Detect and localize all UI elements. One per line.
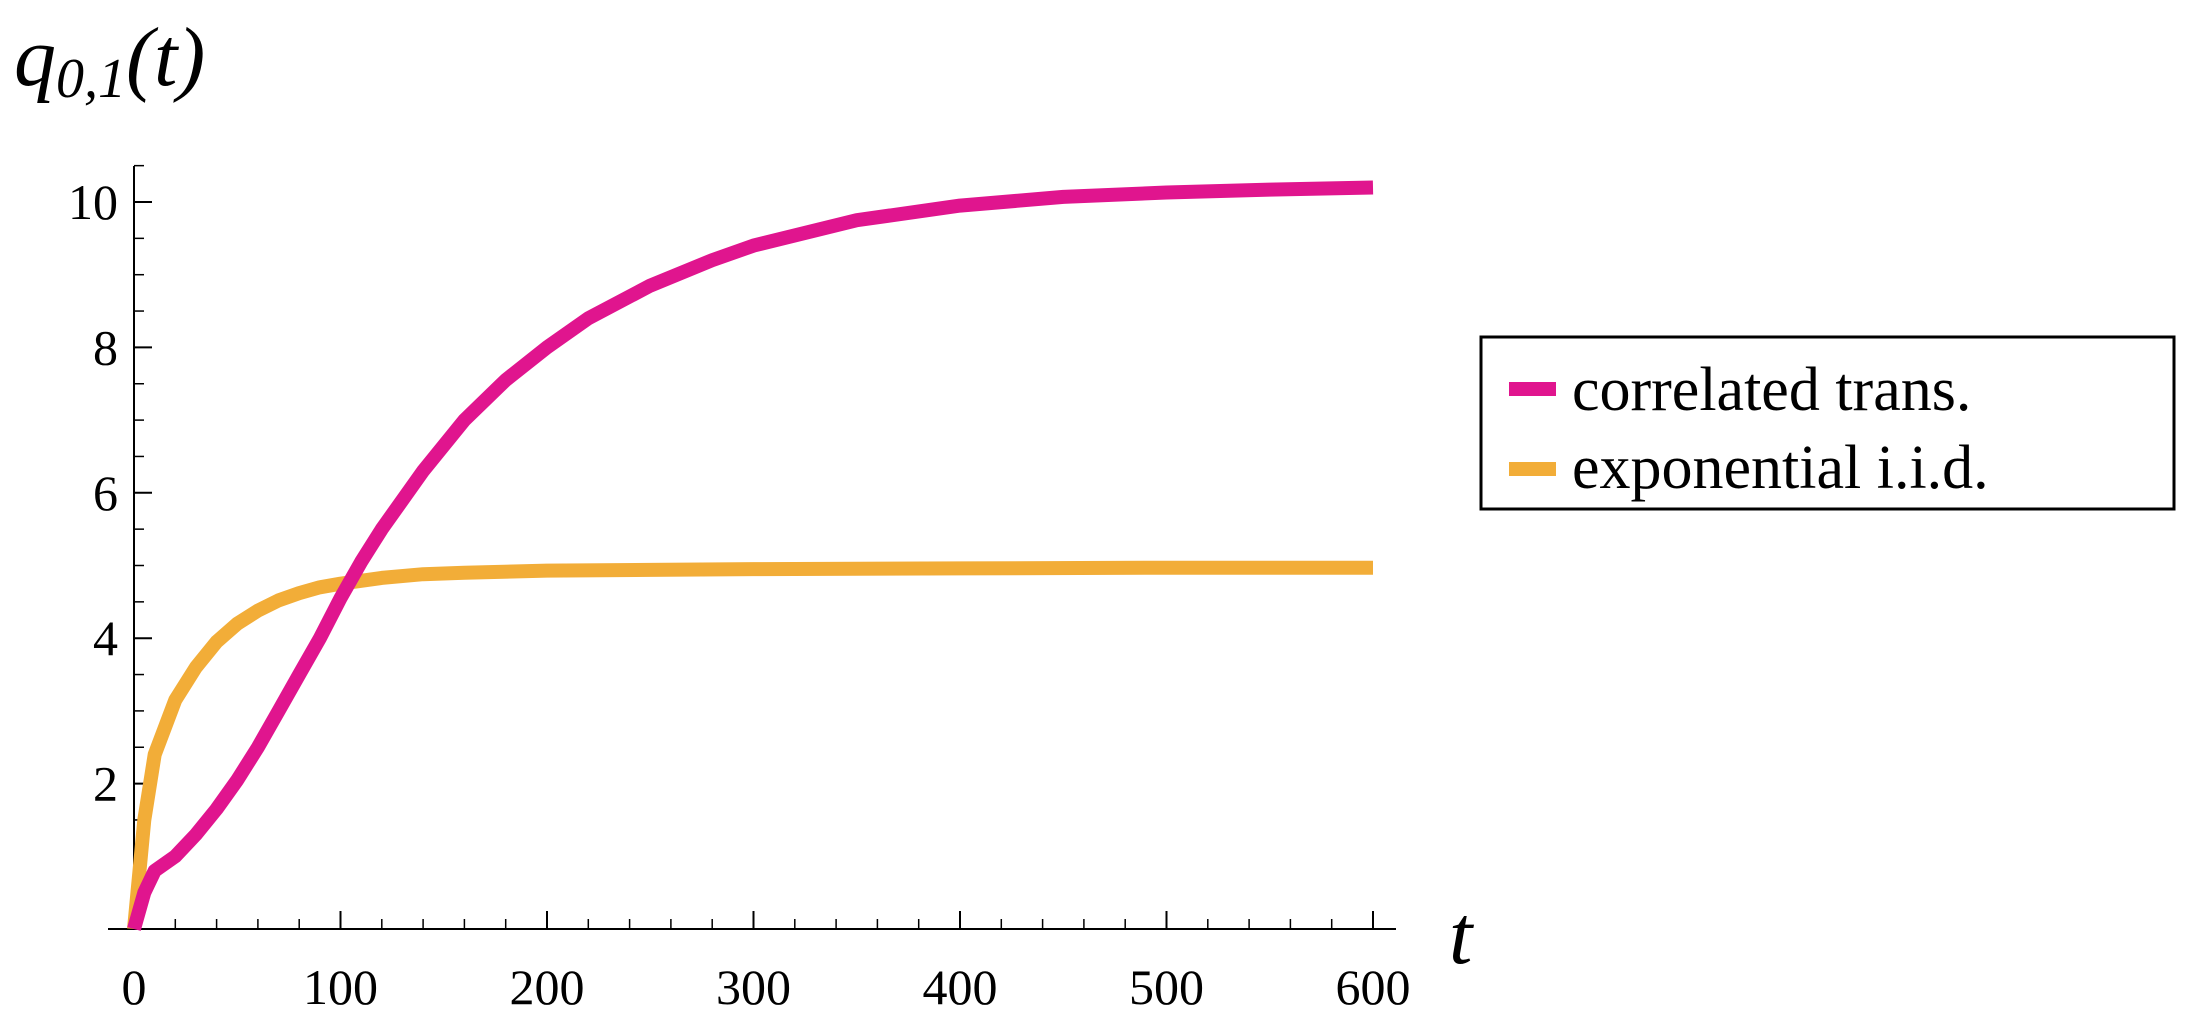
y-tick-label: 8 [93,319,118,375]
x-tick-label: 200 [510,959,585,1015]
y-tick-label: 4 [93,610,118,666]
x-tick-label: 300 [716,959,791,1015]
legend-swatch-exponential-iid [1509,462,1556,476]
axes: 0 100 200 300 400 500 600 2 4 6 8 10 [68,164,1411,1015]
x-tick-label: 500 [1129,959,1204,1015]
x-tick-label: 0 [122,959,147,1015]
series-lines [127,180,1374,931]
y-tick-label: 2 [93,756,118,812]
x-tick-label: 600 [1336,959,1411,1015]
x-axis-label: t [1449,889,1475,982]
y-tick-label: 6 [93,465,118,521]
legend-swatch-correlated-trans [1509,382,1556,396]
series-line-exponential-i-i-d [127,560,1373,930]
legend: correlated trans. exponential i.i.d. [1479,335,2176,511]
x-tick-label: 100 [303,959,378,1015]
legend-label-correlated-trans: correlated trans. [1572,356,1971,424]
y-tick-label: 10 [68,174,118,230]
legend-label-exponential-iid: exponential i.i.d. [1572,434,1989,502]
y-axis-label-subscript: 0,1 [56,48,126,110]
y-axis-label-base: q [14,11,56,104]
x-tick-label: 400 [923,959,998,1015]
y-axis-label: q0,1(t) [14,11,205,110]
y-axis-label-suffix: (t) [126,11,205,104]
series-line-correlated-trans [127,180,1374,931]
legend-box [1479,335,2176,511]
